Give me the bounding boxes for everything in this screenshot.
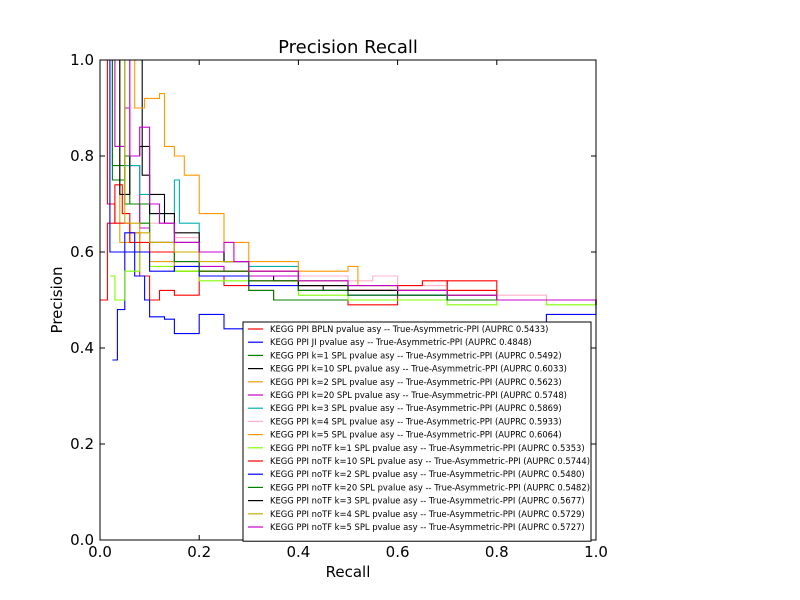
x-tick-label: 0.8 — [485, 543, 509, 561]
x-tick-label: 0.6 — [386, 543, 410, 561]
y-tick-label: 0.8 — [70, 147, 94, 165]
legend-entry-3: KEGG PPI k=1 SPL pvalue asy -- True-Asym… — [270, 350, 562, 360]
legend-entry-6: KEGG PPI k=20 SPL pvalue asy -- True-Asy… — [270, 390, 567, 400]
y-tick-label: 0.4 — [70, 339, 94, 357]
series-layer — [100, 59, 597, 361]
legend-entry-1: KEGG PPI BPLN pvalue asy -- True-Asymmet… — [270, 324, 548, 334]
series-line-13 — [100, 59, 597, 310]
legend-entry-2: KEGG PPI JI pvalue asy -- True-Asymmetri… — [270, 337, 532, 347]
legend-entry-15: KEGG PPI noTF k=4 SPL pvalue asy -- True… — [270, 509, 585, 519]
legend-entry-4: KEGG PPI k=10 SPL pvalue asy -- True-Asy… — [270, 364, 567, 374]
x-axis-title: Recall — [326, 563, 371, 581]
series-line-16 — [100, 59, 597, 305]
x-tick-label: 0.4 — [286, 543, 310, 561]
legend-entry-11: KEGG PPI noTF k=10 SPL pvalue asy -- Tru… — [270, 456, 590, 466]
y-tick-label: 0.6 — [70, 243, 94, 261]
y-tick-label: 0.0 — [70, 531, 94, 549]
legend-entry-7: KEGG PPI k=3 SPL pvalue asy -- True-Asym… — [270, 403, 562, 413]
y-axis-title: Precision — [48, 267, 66, 334]
legend-entry-14: KEGG PPI noTF k=3 SPL pvalue asy -- True… — [270, 496, 585, 506]
legend-entry-5: KEGG PPI k=2 SPL pvalue asy -- True-Asym… — [270, 377, 562, 387]
legend: KEGG PPI BPLN pvalue asy -- True-Asymmet… — [242, 321, 592, 542]
legend-box — [242, 321, 592, 542]
chart-title: Precision Recall — [278, 37, 418, 58]
legend-entry-16: KEGG PPI noTF k=5 SPL pvalue asy -- True… — [270, 522, 585, 532]
ticks-layer: 0.0 0.2 0.4 0.6 0.8 1.0 0.0 0.2 0.4 0.6 0.8 1.0 — [70, 51, 608, 561]
legend-entry-12: KEGG PPI noTF k=2 SPL pvalue asy -- True… — [270, 469, 585, 479]
legend-entry-9: KEGG PPI k=5 SPL pvalue asy -- True-Asym… — [270, 430, 562, 440]
y-tick-label: 0.2 — [70, 435, 94, 453]
x-tick-label: 1.0 — [584, 543, 608, 561]
legend-entry-8: KEGG PPI k=4 SPL pvalue asy -- True-Asym… — [270, 416, 562, 426]
legend-entry-10: KEGG PPI noTF k=1 SPL pvalue asy -- True… — [270, 443, 585, 453]
x-tick-label: 0.0 — [88, 543, 112, 561]
legend-entry-13: KEGG PPI noTF k=20 SPL pvalue asy -- Tru… — [270, 482, 590, 492]
x-tick-label: 0.2 — [187, 543, 211, 561]
y-tick-label: 1.0 — [70, 51, 94, 69]
